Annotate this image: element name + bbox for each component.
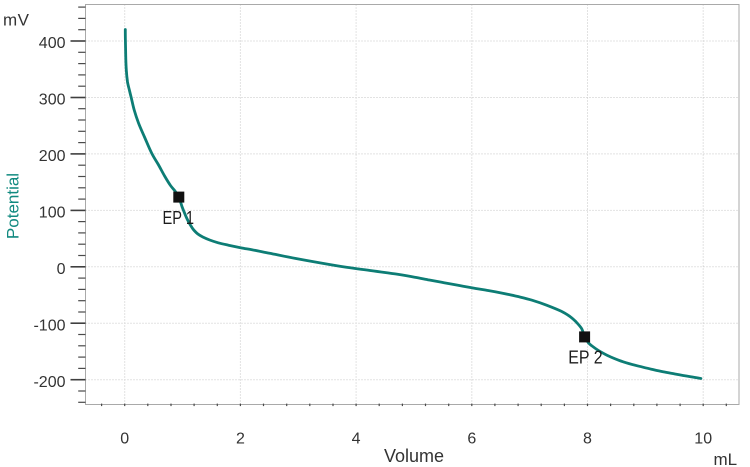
- svg-text:0: 0: [57, 261, 66, 278]
- svg-text:10: 10: [694, 430, 712, 447]
- svg-text:mV: mV: [3, 10, 30, 29]
- svg-text:4: 4: [352, 430, 361, 447]
- svg-text:0: 0: [120, 430, 129, 447]
- svg-text:EP 2: EP 2: [568, 348, 602, 368]
- svg-text:Potential: Potential: [4, 173, 23, 239]
- svg-text:-200: -200: [33, 374, 65, 391]
- svg-text:-100: -100: [33, 317, 65, 334]
- svg-text:2: 2: [236, 430, 245, 447]
- svg-text:300: 300: [39, 92, 66, 109]
- svg-text:mL: mL: [714, 450, 738, 467]
- svg-text:200: 200: [39, 148, 66, 165]
- svg-text:400: 400: [39, 35, 66, 52]
- svg-text:Volume: Volume: [384, 446, 444, 466]
- svg-text:6: 6: [467, 430, 476, 447]
- svg-text:100: 100: [39, 205, 66, 222]
- svg-text:EP 1: EP 1: [163, 208, 195, 228]
- svg-text:8: 8: [583, 430, 592, 447]
